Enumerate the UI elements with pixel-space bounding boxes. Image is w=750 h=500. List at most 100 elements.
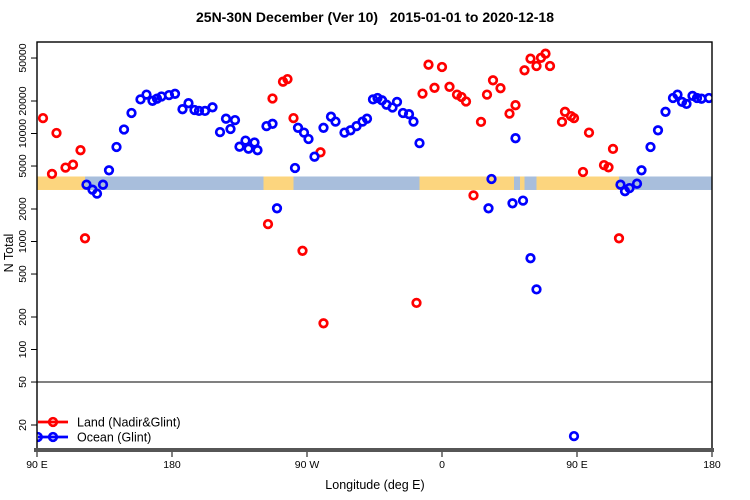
ocean-data-point	[615, 179, 626, 190]
x-tick-label: 180	[163, 459, 181, 471]
ocean-data-point	[403, 109, 415, 120]
land-data-point	[423, 59, 434, 70]
ocean-data-point	[531, 284, 542, 295]
ocean-data-point	[298, 127, 310, 138]
y-tick-label: 50000	[17, 43, 29, 72]
ocean-data-point	[703, 92, 713, 104]
land-data-point	[510, 100, 521, 111]
land-data-point	[475, 116, 487, 128]
land-data-point	[75, 145, 86, 156]
ocean-data-point	[207, 102, 218, 113]
land-data-point	[568, 112, 580, 124]
ocean-data-point	[193, 105, 205, 117]
ocean-band-segment	[293, 176, 420, 190]
land-data-point	[288, 112, 299, 124]
land-data-point	[417, 88, 428, 99]
ocean-band-segment	[514, 176, 520, 190]
y-tick-label: 200	[17, 308, 29, 326]
land-data-point	[468, 190, 479, 201]
legend-marker	[47, 416, 59, 428]
ocean-data-point	[318, 122, 329, 133]
ocean-data-point	[414, 137, 425, 149]
land-data-point	[51, 127, 62, 139]
ocean-data-point	[517, 195, 529, 206]
land-data-point	[460, 96, 472, 107]
ocean-data-point	[199, 105, 211, 117]
ocean-data-point	[361, 113, 373, 124]
y-tick-label: 10000	[17, 119, 29, 148]
land-data-point	[297, 245, 308, 256]
land-data-point	[318, 318, 329, 329]
ocean-data-point	[330, 116, 341, 127]
x-tick-label: 0	[439, 459, 445, 471]
land-band-segment	[520, 176, 525, 190]
ocean-data-point	[118, 124, 130, 135]
ocean-data-point	[624, 182, 635, 194]
ocean-data-point	[691, 92, 703, 104]
ocean-data-point	[510, 133, 521, 144]
land-data-point	[556, 116, 568, 128]
land-data-point	[504, 108, 515, 119]
land-data-point	[540, 48, 551, 59]
land-data-point	[79, 233, 91, 244]
ocean-band-segment	[85, 176, 264, 190]
land-data-point	[444, 81, 455, 92]
ocean-data-point	[672, 89, 683, 100]
chart-title: 25N-30N December (Ver 10) 2015-01-01 to …	[196, 9, 554, 25]
ocean-data-point	[81, 179, 92, 190]
land-data-point	[487, 75, 499, 86]
ocean-data-point	[111, 141, 122, 153]
land-data-point	[282, 73, 293, 85]
land-data-point	[67, 159, 79, 170]
ocean-data-point	[525, 253, 536, 264]
ocean-data-point	[252, 145, 263, 156]
ocean-data-point	[240, 135, 251, 146]
ocean-data-point	[243, 143, 254, 154]
land-data-point	[481, 89, 493, 100]
y-tick-label: 20000	[17, 86, 29, 115]
land-data-point	[436, 61, 448, 73]
land-data-point	[577, 166, 589, 178]
legend-label: Land (Nadir&Glint)	[77, 416, 181, 430]
y-tick-label: 50	[17, 376, 29, 388]
ocean-band-segment	[619, 176, 712, 190]
land-band-segment	[263, 176, 294, 190]
ocean-data-point	[303, 133, 314, 145]
y-tick-label: 20	[17, 419, 29, 431]
land-data-point	[519, 65, 530, 76]
ocean-band-segment	[524, 176, 537, 190]
ocean-data-point	[97, 179, 109, 190]
ocean-data-point	[214, 126, 226, 138]
ocean-data-point	[271, 203, 283, 214]
data-points-layer	[36, 48, 713, 443]
y-tick-label: 1000	[17, 230, 29, 254]
y-tick-label: 100	[17, 341, 29, 359]
land-data-point	[495, 83, 506, 94]
ocean-data-point	[103, 165, 115, 176]
x-tick-label: 90 W	[295, 459, 320, 471]
legend-label: Ocean (Glint)	[77, 431, 151, 445]
ocean-data-point	[391, 96, 403, 108]
land-data-point	[613, 233, 625, 244]
land-band-segment	[37, 176, 85, 190]
land-data-point	[531, 60, 542, 72]
land-data-point	[429, 82, 440, 93]
ocean-data-point	[169, 88, 181, 99]
ocean-data-point	[292, 122, 304, 133]
ocean-data-point	[126, 107, 137, 119]
ocean-data-point	[183, 98, 194, 109]
land-data-point	[46, 168, 58, 180]
ocean-data-point	[225, 123, 236, 135]
land-band-segment	[419, 176, 514, 190]
legend-marker	[47, 431, 59, 443]
y-tick-label: 5000	[17, 154, 29, 178]
ocean-data-point	[486, 173, 497, 185]
ocean-data-point	[91, 188, 103, 199]
legend: Land (Nadir&Glint)Ocean (Glint)	[38, 416, 181, 445]
ocean-data-point	[652, 125, 664, 136]
x-tick-label: 180	[703, 459, 721, 471]
ocean-data-point	[681, 98, 692, 110]
ocean-data-point	[660, 106, 671, 117]
land-band-segment	[536, 176, 619, 190]
